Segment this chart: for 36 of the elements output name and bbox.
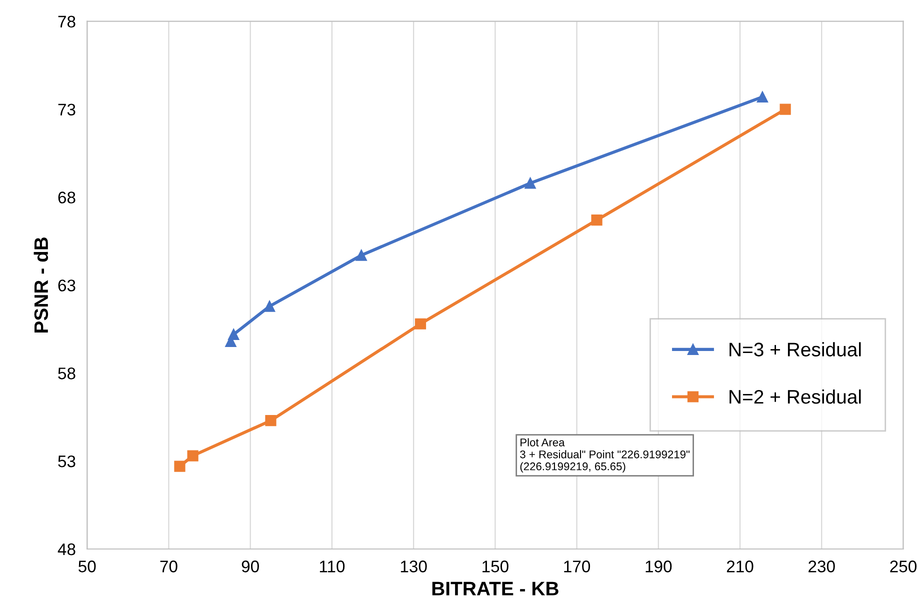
legend-label: N=3 + Residual: [730, 342, 861, 356]
point: [356, 250, 367, 261]
x-tick-label: 170: [564, 560, 590, 572]
point: [780, 104, 791, 115]
y-tick-label: 63: [58, 280, 76, 292]
x-tick-label: 230: [808, 560, 835, 572]
x-tick-label: 150: [482, 560, 508, 572]
x-tick-label: 190: [646, 560, 672, 572]
y-tick-label: 73: [58, 104, 76, 116]
x-tick-label: 90: [242, 560, 259, 572]
x-axis-title: BITRATE - KB: [432, 582, 558, 596]
annotation: Plot Area: [520, 438, 565, 446]
point: [228, 328, 240, 340]
x-tick-label: 110: [320, 560, 345, 572]
annotation: 3 + Residual" Point "226.9199219": [520, 450, 690, 458]
point: [414, 318, 426, 330]
x-tick-label: 250: [890, 560, 916, 572]
x-tick-label: 210: [726, 560, 754, 572]
annotation: (226.9199219, 65.65): [520, 462, 626, 472]
x-tick-label: 70: [160, 560, 178, 572]
y-axis-title: PSNR - dB: [34, 237, 48, 332]
legend-label: N=2 + Residual: [730, 389, 861, 404]
point: [591, 214, 602, 226]
point: [264, 300, 276, 312]
point: [187, 450, 198, 462]
point: [524, 178, 536, 189]
point: [265, 415, 276, 426]
y-tick-label: 68: [58, 192, 76, 204]
y-tick-label: 48: [58, 543, 76, 556]
y-tick-label: 58: [58, 368, 76, 380]
point: [174, 460, 186, 472]
y-tick-label: 53: [58, 455, 76, 468]
y-tick-label: 78: [58, 16, 76, 28]
x-tick-label: 130: [400, 560, 427, 572]
x-tick-label: 50: [78, 560, 96, 572]
point: [756, 91, 768, 103]
